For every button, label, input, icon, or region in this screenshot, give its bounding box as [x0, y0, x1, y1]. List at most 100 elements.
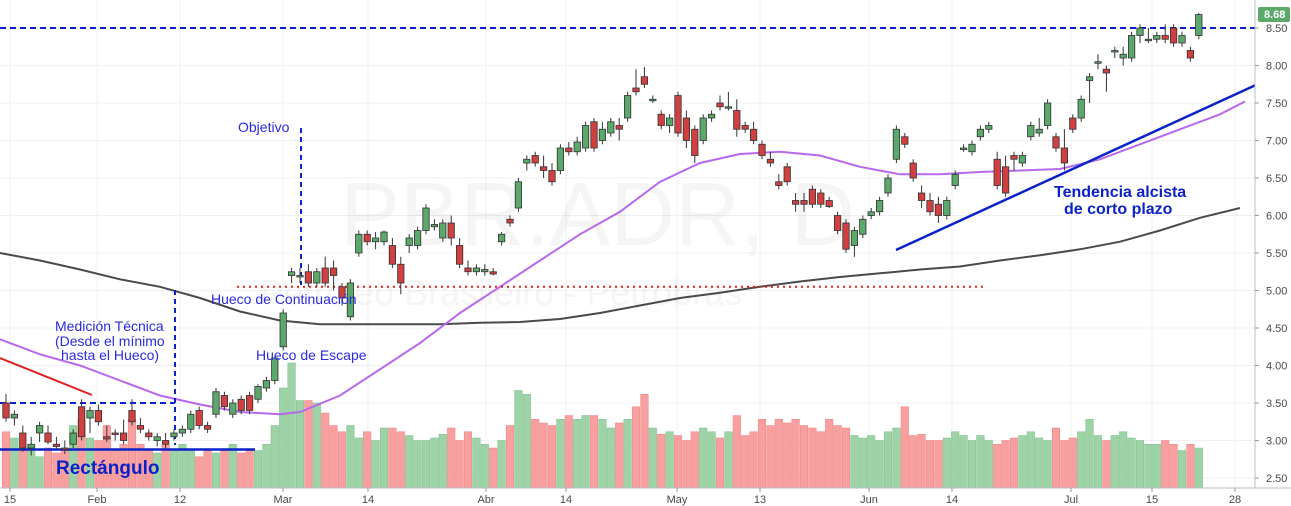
- volume-bar: [497, 440, 506, 489]
- candle-body: [94, 410, 102, 423]
- candle-body: [817, 192, 825, 205]
- candle-body: [304, 271, 313, 284]
- volume-bar: [253, 450, 263, 489]
- x-tick-label: Abr: [477, 494, 494, 506]
- uptrend-line: [895, 82, 1259, 252]
- x-tick-label: May: [667, 494, 688, 506]
- volume-bar: [673, 435, 683, 489]
- volume-bar: [304, 400, 313, 489]
- candle-body: [10, 413, 18, 419]
- candle-body: [590, 121, 598, 149]
- y-tick-label: 6.00: [1266, 211, 1287, 223]
- volume-bar: [178, 444, 187, 489]
- volume-bar: [715, 437, 725, 489]
- candle-body: [413, 230, 422, 246]
- candle-body: [1186, 50, 1194, 59]
- candle-body: [598, 128, 607, 141]
- candle-body: [1002, 166, 1010, 194]
- candle-body: [666, 117, 674, 126]
- candle-body: [960, 147, 968, 150]
- volume-bar: [363, 431, 372, 489]
- last-price-value: 8.68: [1264, 9, 1285, 21]
- y-tick-label: 4.50: [1266, 323, 1287, 335]
- candle-body: [624, 95, 632, 119]
- volume-bar: [707, 431, 716, 489]
- y-tick-label: 3.50: [1266, 398, 1287, 410]
- candle-body: [682, 117, 691, 141]
- volume-bar: [279, 387, 288, 489]
- volume-bar: [539, 422, 548, 489]
- candle-body: [750, 128, 758, 141]
- candle-body: [27, 443, 35, 449]
- x-tick-label: Feb: [88, 494, 107, 506]
- volume-bar: [346, 425, 355, 489]
- volume-bar: [10, 437, 19, 489]
- volume-bar: [505, 425, 515, 489]
- candle-body: [220, 395, 228, 408]
- volume-bar: [18, 450, 27, 489]
- x-tick-label: 13: [754, 494, 766, 506]
- volume-bar: [841, 427, 851, 489]
- candle-body: [153, 436, 161, 441]
- volume-bar: [917, 434, 926, 489]
- candle-body: [497, 233, 506, 243]
- volume-bar: [1127, 437, 1136, 489]
- volume-bar: [951, 431, 960, 489]
- volume-bar: [1093, 435, 1103, 489]
- candle-body: [1010, 155, 1018, 160]
- volume-bar: [321, 412, 330, 489]
- candle-body: [792, 200, 800, 205]
- candle-body: [674, 95, 682, 134]
- x-tick-label: 14: [946, 494, 958, 506]
- candle-body: [1111, 50, 1119, 53]
- volume-bar: [615, 422, 624, 489]
- candle-body: [573, 141, 581, 153]
- candle-body: [615, 125, 623, 130]
- y-tick-label: 4.00: [1266, 361, 1287, 373]
- candle-body: [808, 188, 817, 205]
- candle-body: [867, 211, 875, 216]
- volume-bar: [564, 415, 573, 489]
- candle-body: [976, 128, 985, 138]
- candle-body: [405, 237, 413, 246]
- candle-body: [548, 170, 556, 183]
- volume-bar: [1186, 444, 1195, 489]
- candle-body: [296, 275, 304, 278]
- volume-bar: [749, 431, 758, 489]
- ma-long-line: [0, 207, 1241, 326]
- volume-bar: [648, 427, 657, 489]
- candle-body: [481, 269, 489, 273]
- candle-body: [741, 125, 749, 130]
- candle-body: [254, 386, 262, 400]
- volume-bar: [741, 435, 750, 489]
- candle-body: [934, 203, 943, 216]
- x-tick-label: 15: [4, 494, 16, 506]
- volume-bar: [976, 435, 985, 489]
- candle-body: [1086, 76, 1094, 81]
- volume-bar: [329, 425, 338, 489]
- candle-body: [1195, 14, 1203, 36]
- candle-body: [178, 428, 186, 434]
- candle-body: [1035, 128, 1043, 134]
- volume-bar: [287, 362, 296, 489]
- candle-body: [993, 158, 1001, 186]
- candle-body: [128, 410, 136, 423]
- candle-body: [61, 447, 69, 450]
- candle-body: [430, 224, 439, 228]
- candle-body: [472, 267, 481, 273]
- candle-body: [44, 432, 52, 443]
- candle-body: [884, 177, 892, 194]
- volume-bar: [522, 394, 531, 489]
- candle-body: [766, 158, 775, 164]
- volume-bar: [245, 450, 254, 489]
- candle-body: [582, 125, 590, 149]
- candle-body: [775, 181, 783, 186]
- volume-bar: [430, 437, 439, 489]
- volume-bar: [1110, 435, 1119, 489]
- objetivo-label: Objetivo: [238, 119, 290, 135]
- volume-bar: [598, 419, 607, 489]
- candle-body: [103, 436, 111, 440]
- tendencia-label-2: de corto plazo: [1064, 201, 1173, 218]
- candle-body: [834, 215, 842, 231]
